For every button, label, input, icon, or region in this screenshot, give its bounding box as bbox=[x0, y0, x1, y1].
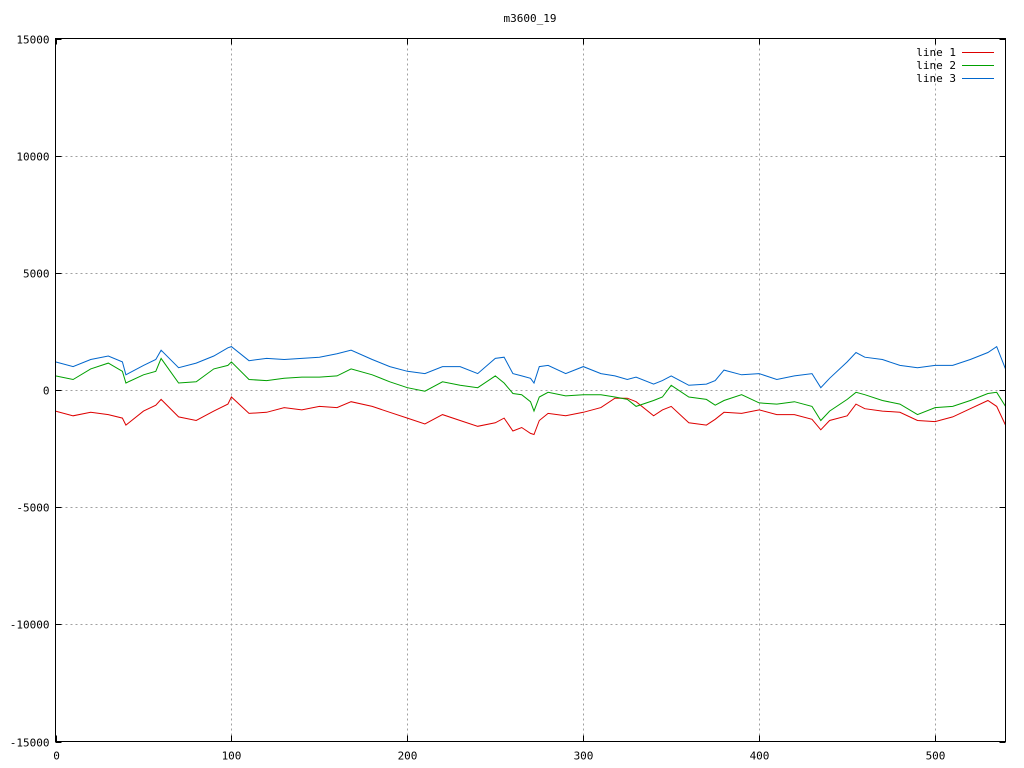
x-tick-label: 0 bbox=[53, 750, 60, 763]
grid-lines bbox=[55, 38, 1006, 742]
x-tick-label: 300 bbox=[574, 750, 594, 763]
y-tick-label: -5000 bbox=[16, 502, 49, 515]
legend-label-1: line 1 bbox=[916, 46, 956, 59]
series-layer bbox=[55, 345, 1006, 436]
y-tick-label: 0 bbox=[43, 385, 50, 398]
x-tick-label: 400 bbox=[750, 750, 770, 763]
y-tick-label: 15000 bbox=[16, 34, 49, 47]
legend-label-3: line 3 bbox=[916, 72, 956, 85]
y-tick-label: -15000 bbox=[10, 737, 50, 750]
series-line-2 bbox=[55, 357, 1006, 422]
series-line-1 bbox=[55, 396, 1006, 436]
series-line-3 bbox=[55, 345, 1006, 389]
x-tick-label: 100 bbox=[222, 750, 242, 763]
axis-ticks: -15000 -10000 -5000 0 5000 10000 15000 0 100 200 3… bbox=[10, 34, 1006, 763]
legend-label-2: line 2 bbox=[916, 59, 956, 72]
y-tick-label: -10000 bbox=[10, 619, 50, 632]
y-tick-label: 10000 bbox=[16, 151, 49, 164]
chart-title: m3600_19 bbox=[504, 12, 557, 25]
y-tick-label: 5000 bbox=[23, 268, 50, 281]
x-tick-label: 200 bbox=[398, 750, 418, 763]
x-tick-label: 500 bbox=[926, 750, 946, 763]
